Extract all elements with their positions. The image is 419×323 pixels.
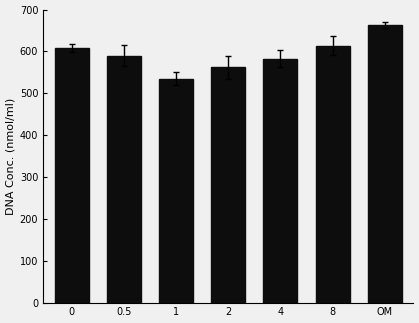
Bar bbox=[368, 25, 402, 303]
Y-axis label: DNA Conc. (nmol/ml): DNA Conc. (nmol/ml) bbox=[5, 98, 16, 215]
Bar bbox=[211, 67, 245, 303]
Bar bbox=[107, 56, 141, 303]
Bar bbox=[316, 46, 349, 303]
Bar bbox=[55, 48, 89, 303]
Bar bbox=[159, 78, 193, 303]
Bar bbox=[264, 58, 297, 303]
